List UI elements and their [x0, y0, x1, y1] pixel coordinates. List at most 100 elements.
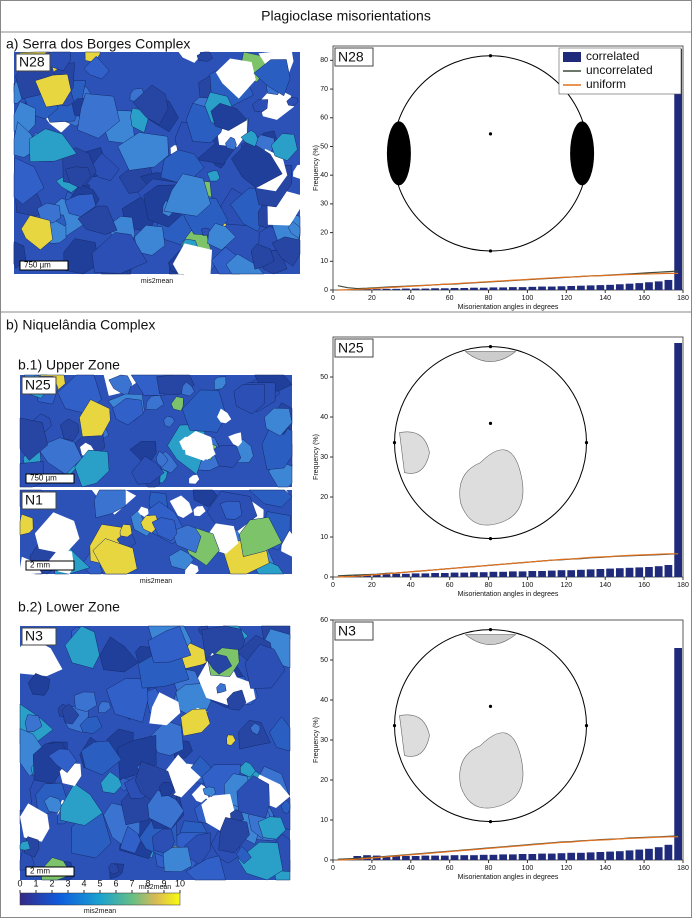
- bar: [587, 569, 595, 577]
- bar: [587, 852, 595, 860]
- y-tick-label: 20: [320, 494, 328, 501]
- y-tick-label: 60: [320, 115, 328, 122]
- bar: [412, 573, 420, 577]
- bar: [451, 288, 459, 290]
- section-label: b) Niquelândia Complex: [6, 317, 155, 333]
- y-tick-label: 40: [320, 414, 328, 421]
- bar: [538, 854, 546, 860]
- y-tick-label: 0: [324, 857, 328, 864]
- colorbar-tick-label: 5: [97, 878, 102, 888]
- bar: [373, 289, 381, 290]
- y-tick-label: 70: [320, 86, 328, 93]
- y-tick-label: 0: [324, 574, 328, 581]
- bar: [558, 286, 566, 290]
- bar: [567, 853, 575, 860]
- colorbar-tick-label: 7: [129, 878, 134, 888]
- bar: [431, 856, 439, 860]
- x-tick-label: 120: [560, 865, 572, 872]
- map-label: N1: [25, 492, 43, 508]
- scale-text: 2 mm: [30, 867, 50, 876]
- bar: [548, 571, 556, 577]
- y-axis-label: Frequency (%): [313, 145, 320, 191]
- bar: [499, 854, 507, 860]
- x-axis-label: Misorientation angles in degrees: [458, 591, 559, 598]
- ebsd-map: N1 2 mm: [20, 490, 292, 574]
- bar: [674, 648, 682, 860]
- bar: [402, 289, 410, 290]
- x-tick-label: 80: [485, 582, 493, 589]
- y-axis-label: Frequency (%): [313, 717, 320, 763]
- map-caption: mis2mean: [141, 278, 173, 285]
- zone-label: b.2) Lower Zone: [18, 599, 120, 615]
- colorbar-tick-label: 6: [113, 878, 118, 888]
- bar: [635, 850, 643, 860]
- bar: [480, 855, 488, 860]
- x-tick-label: 40: [407, 582, 415, 589]
- bar: [392, 574, 400, 577]
- x-tick-label: 180: [677, 865, 689, 872]
- x-tick-label: 80: [485, 295, 493, 302]
- y-tick-label: 20: [320, 229, 328, 236]
- ebsd-map: N32 mm: [20, 626, 290, 880]
- pole: [489, 705, 492, 708]
- x-tick-label: 60: [446, 295, 454, 302]
- figure: Plagioclase misorientations a) Serra dos…: [0, 0, 692, 918]
- bar: [460, 288, 468, 290]
- y-tick-label: 10: [320, 817, 328, 824]
- legend-swatch: [563, 52, 581, 62]
- bar: [567, 570, 575, 577]
- bar: [519, 287, 527, 290]
- bar: [460, 573, 468, 577]
- bar: [616, 568, 624, 577]
- bar: [548, 854, 556, 860]
- y-tick-label: 40: [320, 697, 328, 704]
- bar: [538, 571, 546, 577]
- pole: [585, 724, 588, 727]
- bar: [451, 855, 459, 860]
- bar: [490, 572, 498, 577]
- bar: [451, 573, 459, 577]
- bar: [412, 289, 420, 290]
- x-tick-label: 0: [331, 295, 335, 302]
- x-tick-label: 140: [599, 582, 611, 589]
- bar: [402, 856, 410, 860]
- bar: [626, 568, 634, 577]
- legend-label: uniform: [586, 77, 626, 91]
- pole: [489, 132, 492, 135]
- bar: [528, 287, 536, 290]
- bar: [470, 855, 478, 860]
- x-tick-label: 120: [560, 582, 572, 589]
- y-tick-label: 30: [320, 454, 328, 461]
- x-tick-label: 100: [522, 295, 534, 302]
- bar: [519, 854, 527, 860]
- pole: [391, 152, 394, 155]
- sample-label: N3: [338, 623, 356, 639]
- x-axis-label: Misorientation angles in degrees: [458, 304, 559, 311]
- y-tick-label: 30: [320, 737, 328, 744]
- x-tick-label: 60: [446, 865, 454, 872]
- map-label: N25: [25, 377, 51, 393]
- bar: [597, 852, 605, 860]
- bar: [665, 565, 673, 577]
- page: {"figure": { "title": "Plagioclase misor…: [0, 0, 692, 918]
- sample-label: N28: [338, 49, 364, 65]
- scale-text: 2 mm: [30, 561, 50, 570]
- bar: [655, 847, 663, 860]
- bar: [441, 856, 449, 860]
- pole: [489, 345, 492, 348]
- bar: [392, 289, 400, 290]
- bar: [528, 854, 536, 860]
- y-tick-label: 10: [320, 258, 328, 265]
- bar: [490, 855, 498, 860]
- y-tick-label: 80: [320, 57, 328, 64]
- pole: [489, 537, 492, 540]
- section-label: a) Serra dos Borges Complex: [6, 36, 190, 52]
- bar: [519, 571, 527, 577]
- y-tick-label: 60: [320, 617, 328, 624]
- bar: [616, 851, 624, 860]
- zone-label: b.1) Upper Zone: [18, 357, 120, 373]
- pole-density: [570, 121, 594, 185]
- x-tick-label: 20: [368, 295, 376, 302]
- colorbar-tick-label: 9: [161, 878, 166, 888]
- bar: [509, 854, 517, 860]
